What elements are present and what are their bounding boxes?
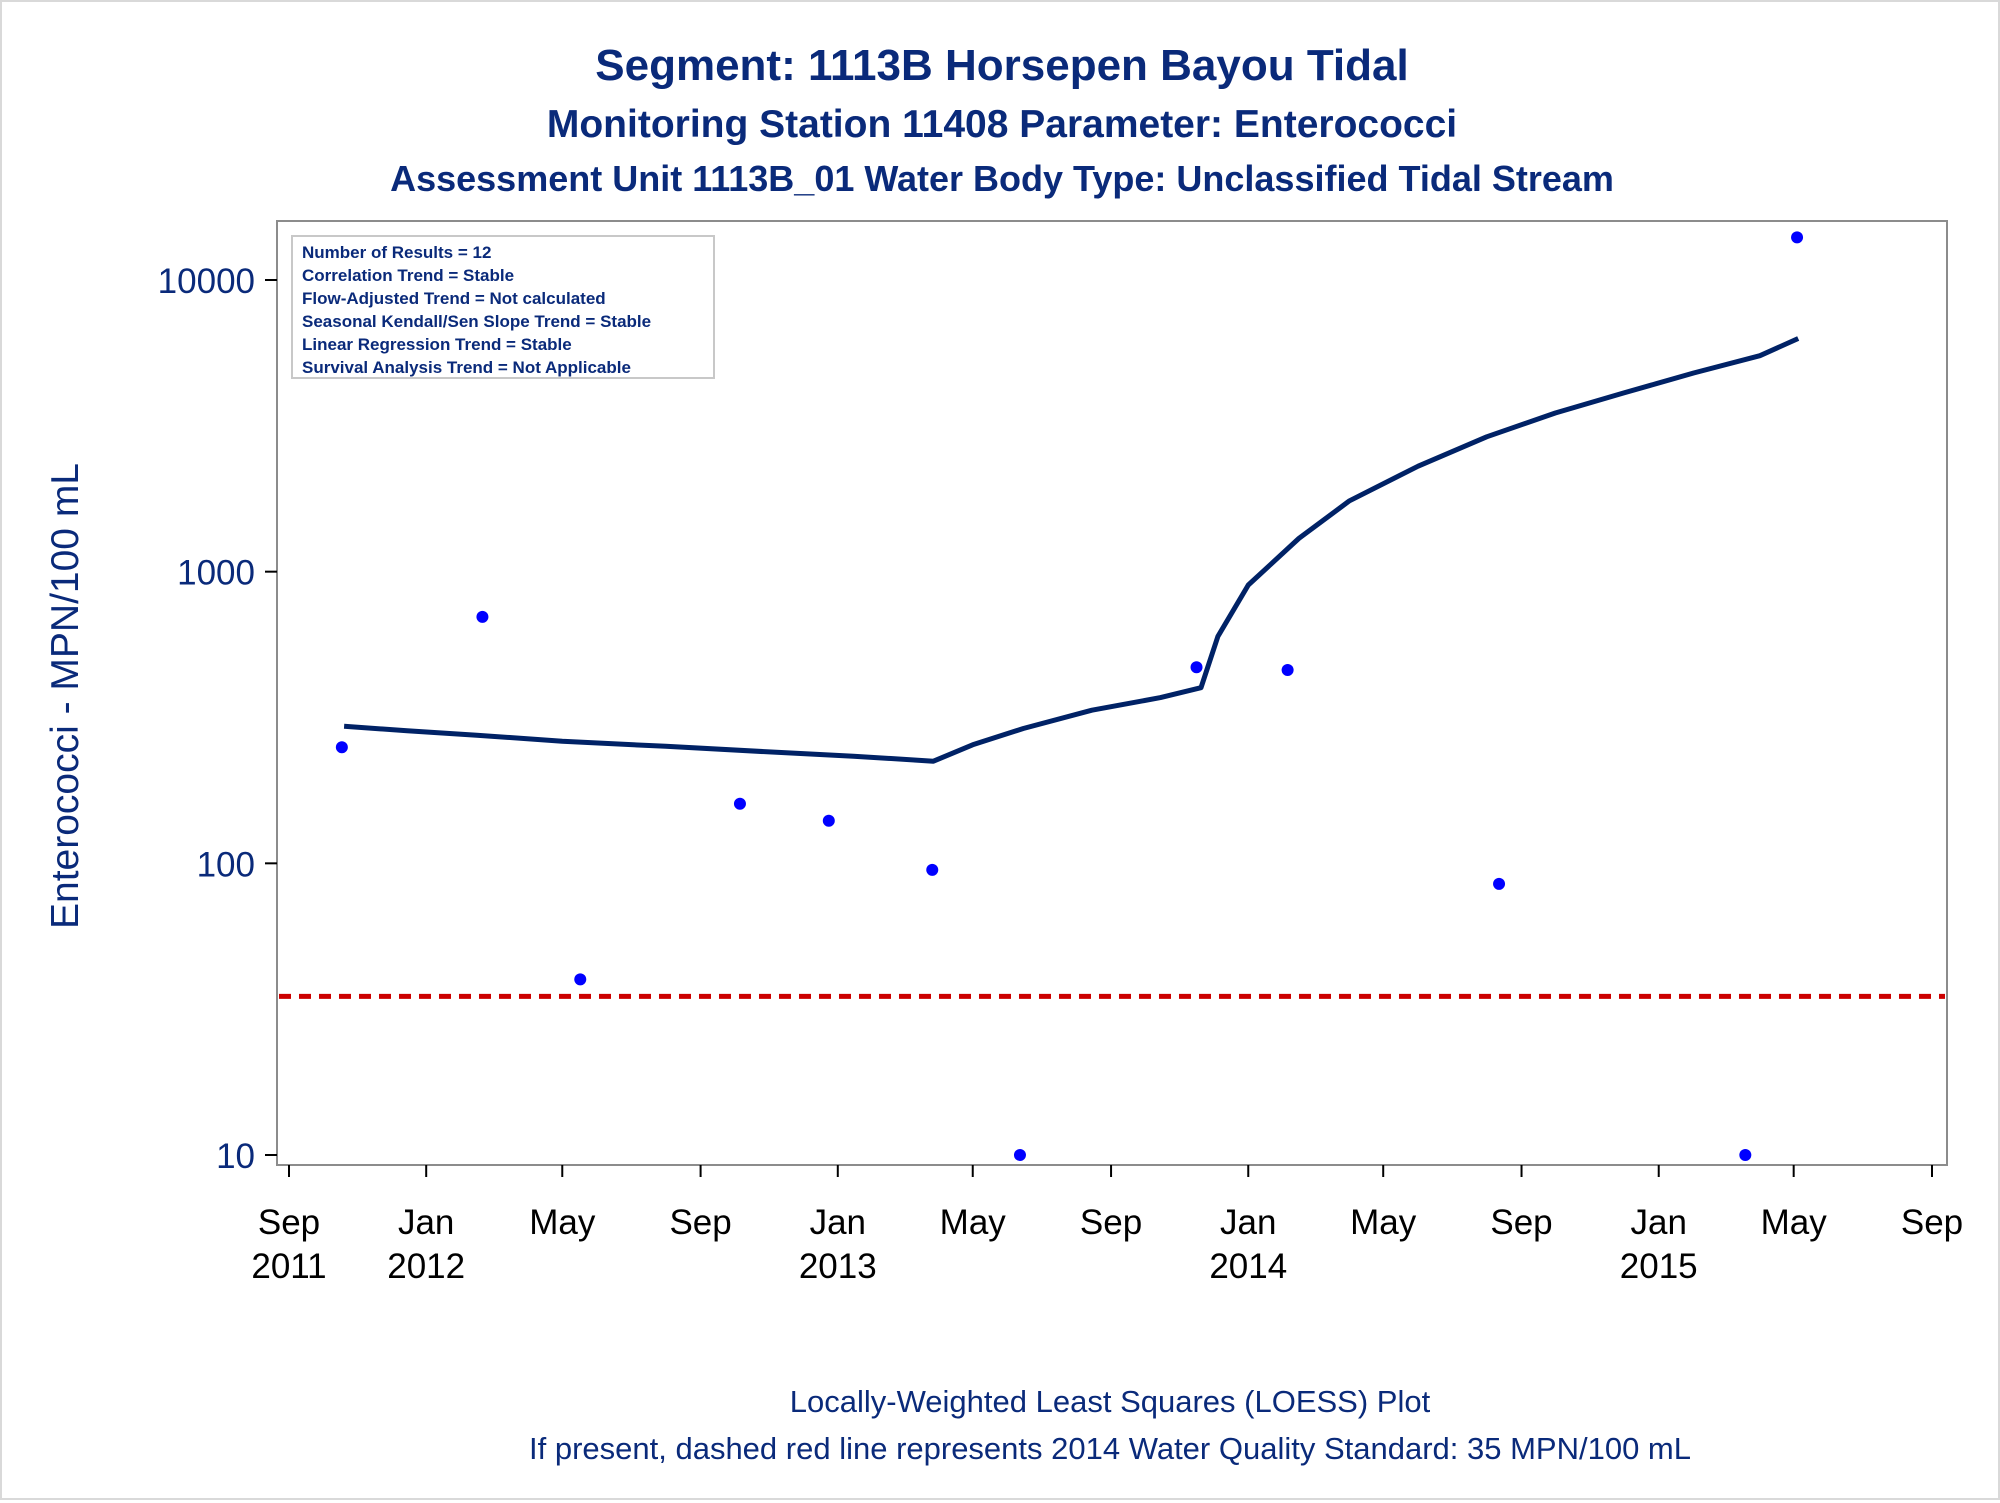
data-point	[1190, 661, 1203, 674]
y-tick-label: 1000	[177, 554, 255, 593]
x-tick-year-label: 2012	[387, 1247, 465, 1286]
x-tick-label: Sep	[1901, 1203, 1963, 1242]
x-tick-label: May	[1350, 1203, 1417, 1242]
y-tick-label: 10	[216, 1137, 255, 1176]
data-point	[926, 863, 939, 876]
x-tick-label: Jan	[1631, 1203, 1687, 1242]
x-tick-label: May	[940, 1203, 1007, 1242]
x-tick-label: Sep	[669, 1203, 731, 1242]
x-tick-year-label: 2011	[251, 1247, 326, 1286]
chart-subtitle: Monitoring Station 11408 Parameter: Ente…	[547, 103, 1457, 146]
data-point	[1013, 1149, 1026, 1161]
stats-line: Survival Analysis Trend = Not Applicable	[302, 358, 631, 377]
chart-subtitle-2: Assessment Unit 1113B_01 Water Body Type…	[390, 158, 1614, 199]
y-tick-label: 10000	[158, 262, 255, 301]
chart-title: Segment: 1113B Horsepen Bayou Tidal	[595, 41, 1408, 90]
x-tick-label: May	[529, 1203, 596, 1242]
data-point	[1739, 1149, 1752, 1161]
x-tick-year-label: 2015	[1620, 1247, 1698, 1286]
loess-curve-group	[343, 336, 1800, 764]
trend-stats-box: Number of Results = 12 Correlation Trend…	[291, 235, 715, 379]
x-tick-label: Sep	[258, 1203, 320, 1242]
data-point	[476, 610, 489, 623]
y-axis-label: Enterococci - MPN/100 mL	[44, 463, 87, 929]
x-tick-label: Jan	[1220, 1203, 1276, 1242]
data-point	[574, 973, 587, 986]
stats-line: Number of Results = 12	[302, 243, 491, 262]
data-point	[822, 814, 835, 827]
footnote-line-2: If present, dashed red line represents 2…	[529, 1431, 1691, 1466]
stats-line: Flow-Adjusted Trend = Not calculated	[302, 289, 606, 308]
x-tick-label: Sep	[1490, 1203, 1552, 1242]
y-tick-label: 100	[197, 845, 255, 884]
x-tick-label: Jan	[398, 1203, 454, 1242]
stats-line: Seasonal Kendall/Sen Slope Trend = Stabl…	[302, 312, 651, 331]
stats-line: Linear Regression Trend = Stable	[302, 335, 572, 354]
stats-line: Correlation Trend = Stable	[302, 266, 514, 285]
data-point	[1493, 877, 1506, 890]
y-axis: 10 100 1000 10000	[158, 262, 277, 1176]
stats-box-border	[291, 235, 715, 379]
data-point	[335, 741, 348, 754]
x-tick-label: Sep	[1080, 1203, 1142, 1242]
data-point	[1791, 231, 1804, 244]
x-tick-label: May	[1761, 1203, 1828, 1242]
data-point	[1281, 664, 1294, 677]
data-points-group	[335, 231, 1804, 1161]
x-tick-label: Jan	[810, 1203, 866, 1242]
data-point	[733, 797, 746, 810]
loess-curve	[343, 336, 1800, 764]
x-axis: Sep 2011 Jan 2012 May Sep Jan 2013 May Sep Jan 2014…	[251, 1165, 1963, 1286]
footnote-line-1: Locally-Weighted Least Squares (LOESS) P…	[790, 1384, 1431, 1419]
x-tick-year-label: 2013	[799, 1247, 877, 1286]
x-tick-year-label: 2014	[1209, 1247, 1287, 1286]
